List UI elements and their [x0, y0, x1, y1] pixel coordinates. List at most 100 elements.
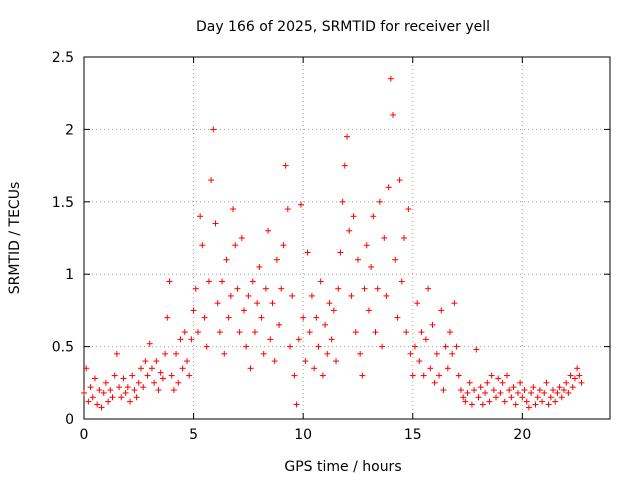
- grid-lines: [84, 57, 610, 419]
- y-axis-label: SRMTID / TECUs: [7, 182, 23, 295]
- data-point: [493, 394, 500, 401]
- data-point: [348, 292, 355, 299]
- data-point: [278, 285, 285, 292]
- data-point: [131, 387, 138, 394]
- data-point: [148, 365, 155, 372]
- data-point: [113, 350, 120, 357]
- data-point: [352, 329, 359, 336]
- data-point: [405, 206, 412, 213]
- data-point: [374, 285, 381, 292]
- data-point: [429, 321, 436, 328]
- data-point: [425, 285, 432, 292]
- data-point: [223, 256, 230, 263]
- data-point: [105, 398, 112, 405]
- data-point: [440, 387, 447, 394]
- data-point: [300, 314, 307, 321]
- data-point: [282, 162, 289, 169]
- data-point: [208, 177, 215, 184]
- data-point: [111, 372, 118, 379]
- data-point: [133, 394, 140, 401]
- data-point: [525, 404, 532, 411]
- chart-title: Day 166 of 2025, SRMTID for receiver yel…: [196, 19, 490, 35]
- data-point: [81, 389, 87, 396]
- data-point: [122, 389, 129, 396]
- data-point: [173, 350, 180, 357]
- data-point: [578, 379, 585, 386]
- data-point: [337, 249, 344, 256]
- data-point: [354, 256, 361, 263]
- data-point: [85, 398, 92, 405]
- data-point: [212, 220, 219, 227]
- data-point: [567, 372, 574, 379]
- data-point: [416, 358, 423, 365]
- data-point: [532, 401, 539, 408]
- data-point: [482, 389, 489, 396]
- data-point: [267, 336, 274, 343]
- data-point: [262, 285, 269, 292]
- data-point: [381, 235, 388, 241]
- data-point: [438, 307, 445, 314]
- data-point: [190, 307, 197, 314]
- data-point: [390, 111, 397, 118]
- x-axis-label: GPS time / hours: [284, 459, 401, 475]
- data-point: [407, 350, 414, 357]
- data-point: [127, 398, 134, 405]
- y-tick-label: 0.5: [52, 340, 74, 356]
- data-point: [192, 285, 199, 292]
- data-point: [464, 389, 471, 396]
- data-point: [488, 372, 495, 379]
- data-point: [558, 394, 565, 401]
- data-point: [94, 401, 101, 408]
- data-point: [574, 365, 581, 372]
- data-point: [484, 379, 491, 386]
- data-points: [81, 75, 585, 411]
- data-point: [142, 358, 149, 365]
- data-point: [203, 343, 210, 350]
- data-point: [153, 358, 160, 365]
- data-point: [508, 394, 515, 401]
- data-point: [291, 372, 298, 379]
- data-point: [236, 329, 243, 336]
- y-tick-label: 0: [65, 412, 74, 428]
- data-point: [315, 343, 322, 350]
- data-point: [359, 372, 366, 379]
- data-point: [265, 227, 272, 234]
- data-point: [328, 336, 335, 343]
- data-point: [565, 389, 572, 396]
- data-point: [168, 372, 175, 379]
- data-point: [179, 365, 186, 372]
- data-point: [146, 340, 153, 347]
- data-point: [107, 387, 114, 394]
- data-point: [269, 300, 276, 307]
- data-point: [221, 350, 228, 357]
- data-point: [506, 387, 513, 394]
- data-point: [89, 394, 96, 401]
- data-point: [184, 358, 191, 365]
- x-tick-label: 5: [189, 427, 198, 443]
- data-point: [271, 358, 278, 365]
- data-point: [273, 256, 280, 263]
- data-point: [324, 350, 331, 357]
- data-point: [444, 365, 451, 372]
- data-point: [249, 278, 256, 285]
- data-point: [98, 404, 105, 411]
- data-point: [503, 372, 510, 379]
- data-point: [499, 379, 506, 386]
- data-point: [91, 375, 98, 382]
- data-point: [330, 307, 337, 314]
- data-point: [451, 300, 458, 307]
- data-point: [219, 278, 226, 285]
- data-point: [442, 343, 449, 350]
- data-point: [560, 387, 567, 394]
- data-point: [216, 329, 223, 336]
- data-point: [322, 321, 329, 328]
- data-point: [240, 307, 247, 314]
- data-point: [205, 278, 212, 285]
- data-point: [194, 329, 201, 336]
- data-point: [510, 384, 517, 391]
- data-point: [87, 384, 94, 391]
- data-point: [543, 379, 550, 386]
- data-point: [234, 285, 241, 292]
- data-point: [341, 162, 348, 169]
